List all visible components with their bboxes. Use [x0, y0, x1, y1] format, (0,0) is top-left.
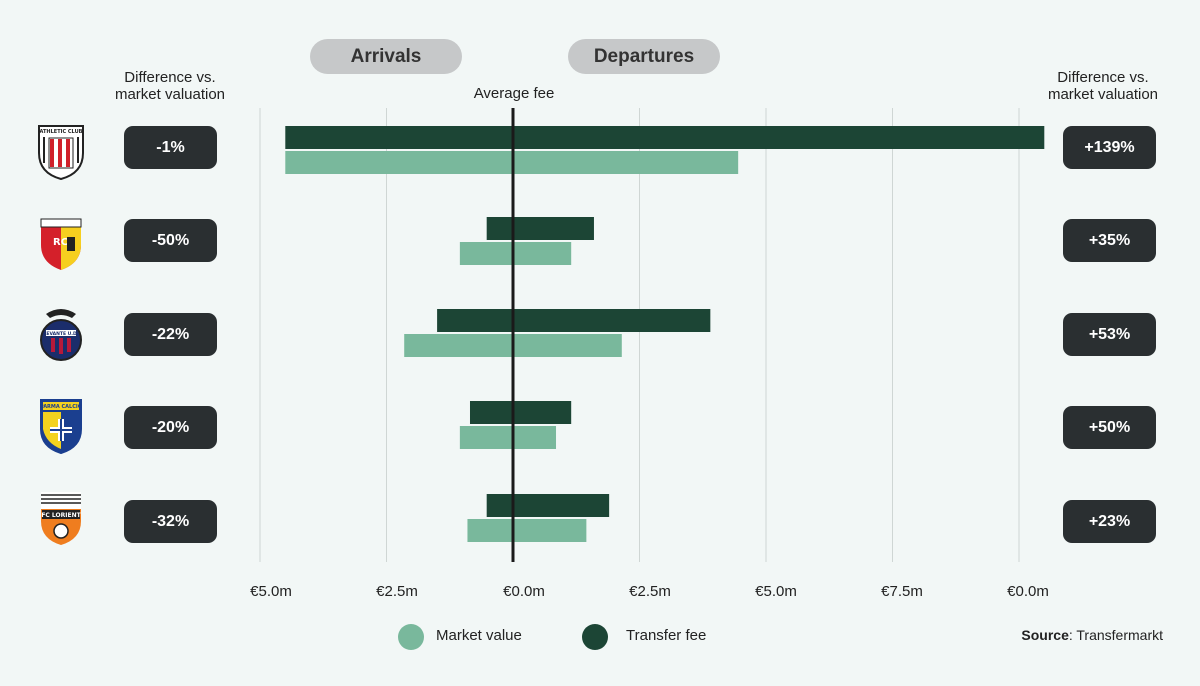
x-tick-label: €5.0m: [250, 583, 292, 600]
athletic-departures-diff-badge: +139%: [1063, 126, 1156, 169]
market-value-bar: [459, 426, 557, 449]
parma-arrivals-diff-badge: -20%: [124, 406, 217, 449]
average-fee-label: Average fee: [473, 85, 555, 102]
parma-crest-icon: PARMA CALCIO: [40, 399, 82, 455]
parma-crest-text: PARMA CALCIO: [40, 404, 82, 410]
lorient-crest-text: FC LORIENT: [41, 512, 81, 519]
left-difference-header: Difference vs. market valuation: [90, 69, 250, 103]
right-difference-line1: Difference vs.: [1057, 69, 1149, 86]
transfer-fee-bar: [486, 217, 594, 240]
source-text: : Transfermarkt: [1068, 627, 1163, 643]
legend-market-value-swatch: [398, 624, 424, 650]
lorient-arrivals-diff-badge: -32%: [124, 500, 217, 543]
levante-crest-icon: LEVANTE U.D.: [40, 309, 82, 361]
source-label: Source: [1021, 627, 1069, 643]
x-tick-label: €2.5m: [376, 583, 418, 600]
transfer-fee-bar: [486, 494, 610, 517]
legend-transfer-fee-swatch: [582, 624, 608, 650]
x-tick-label: €5.0m: [755, 583, 797, 600]
transfer-fee-bar: [285, 126, 1045, 149]
athletic-club-crest-icon: ATHLETIC CLUB: [38, 125, 84, 181]
right-difference-line2: market valuation: [1047, 86, 1159, 103]
x-tick-label: €2.5m: [629, 583, 671, 600]
lens-arrivals-diff-badge: -50%: [124, 219, 217, 262]
market-value-bar: [467, 519, 587, 542]
x-tick-label: €7.5m: [881, 583, 923, 600]
parma-departures-diff-badge: +50%: [1063, 406, 1156, 449]
left-difference-line1: Difference vs.: [124, 69, 216, 86]
arrivals-header: Arrivals: [310, 39, 462, 74]
left-difference-line2: market valuation: [114, 86, 226, 103]
market-value-bar: [459, 242, 572, 265]
departures-header: Departures: [568, 39, 720, 74]
rc-lens-crest-icon: RCL: [40, 218, 82, 270]
x-tick-label: €0.0m: [503, 583, 545, 600]
levante-arrivals-diff-badge: -22%: [124, 313, 217, 356]
lens-departures-diff-badge: +35%: [1063, 219, 1156, 262]
transfer-fee-bar: [469, 401, 572, 424]
legend-market-value-label: Market value: [436, 627, 522, 644]
lens-crest-text: RCL: [53, 237, 75, 248]
right-difference-header: Difference vs. market valuation: [1023, 69, 1183, 103]
levante-departures-diff-badge: +53%: [1063, 313, 1156, 356]
x-tick-label: €0.0m: [1007, 583, 1049, 600]
lorient-departures-diff-badge: +23%: [1063, 500, 1156, 543]
athletic-arrivals-diff-badge: -1%: [124, 126, 217, 169]
legend-transfer-fee-label: Transfer fee: [626, 627, 707, 644]
source-note: Source: Transfermarkt: [1021, 627, 1163, 643]
levante-crest-text: LEVANTE U.D.: [44, 331, 79, 337]
fc-lorient-crest-icon: FC LORIENT: [41, 492, 82, 545]
transfer-fee-bar: [437, 309, 711, 332]
athletic-crest-text: ATHLETIC CLUB: [40, 129, 83, 135]
